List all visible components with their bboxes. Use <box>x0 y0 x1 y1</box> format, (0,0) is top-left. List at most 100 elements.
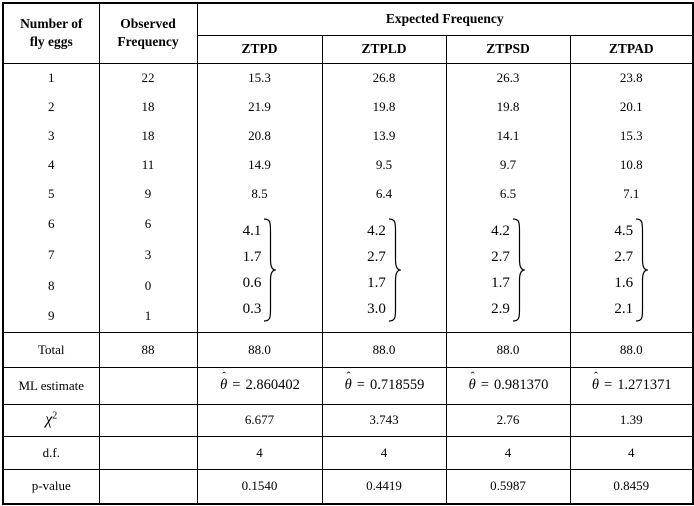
chi-square-symbol: χ2 <box>45 410 58 428</box>
df-ztpad: 4 <box>569 436 693 470</box>
chi-symbol: χ <box>45 411 53 428</box>
df-ztpsd: 4 <box>445 436 570 470</box>
expected-value: 2.7 <box>614 248 634 265</box>
observed-cell: 18 <box>98 121 197 150</box>
header-observed-frequency: Observed Frequency <box>98 3 197 64</box>
chi-square-ztpad: 1.39 <box>569 404 693 437</box>
ml-value: 0.981370 <box>493 377 549 393</box>
p-value-ztpd: 0.1540 <box>196 469 322 504</box>
expected-cell-ztpd: 15.3 <box>196 63 322 92</box>
braced-values: 4.2 2.7 1.7 3.0 <box>367 218 386 322</box>
braced-values: 4.5 2.7 1.6 2.1 <box>614 218 633 322</box>
hat-accent: ˆ <box>346 369 351 383</box>
header-line: Number of <box>20 16 83 32</box>
observed-cell: 0 <box>98 270 197 301</box>
expected-group-ztpld: 4.2 2.7 1.7 3.0 <box>321 208 446 332</box>
header-ztpd: ZTPD <box>196 35 322 64</box>
expected-cell-ztpld: 19.8 <box>321 92 446 121</box>
expected-cell-ztpd: 20.8 <box>196 121 322 150</box>
expected-cell-ztpld: 26.8 <box>321 63 446 92</box>
observed-cell: 18 <box>98 92 197 121</box>
braced-value-group: 4.1 1.7 0.6 0.3 <box>198 218 322 322</box>
p-value-ztpad: 0.8459 <box>569 469 693 504</box>
observed-cell: 3 <box>98 239 197 270</box>
egg-count-cell: 1 <box>2 63 99 92</box>
expected-value: 1.7 <box>242 248 262 265</box>
data-row-3: 3 18 20.8 13.9 14.1 15.3 <box>2 121 693 150</box>
expected-cell-ztpsd: 9.7 <box>445 150 570 179</box>
total-ztpd: 88.0 <box>196 331 322 368</box>
ml-estimate-observed-empty <box>98 367 197 405</box>
chi-square-row: χ2 6.677 3.743 2.76 1.39 <box>2 404 693 437</box>
ml-estimate-row: ML estimate ˆ θ = 2.860402 ˆ θ = 0.718559 ˆ θ = 0… <box>2 367 693 405</box>
header-ztpld: ZTPLD <box>321 35 446 64</box>
right-brace-icon <box>388 218 401 322</box>
expected-value: 0.6 <box>242 274 262 291</box>
chi-superscript: 2 <box>52 410 58 422</box>
braced-value-group: 4.2 2.7 1.7 2.9 <box>447 218 570 322</box>
egg-count-cell: 5 <box>2 179 99 208</box>
expected-cell-ztpsd: 14.1 <box>445 121 570 150</box>
theta-symbol: θ <box>468 377 476 393</box>
total-ztpld: 88.0 <box>321 331 446 368</box>
ml-estimate-ztpad: ˆ θ = 1.271371 <box>569 367 693 405</box>
equals-sign: = <box>604 377 613 393</box>
total-ztpsd: 88.0 <box>445 331 570 368</box>
egg-count-cell: 2 <box>2 92 99 121</box>
data-row-5: 5 9 8.5 6.4 6.5 7.1 <box>2 179 693 208</box>
egg-count-cell: 8 <box>2 270 99 301</box>
df-observed-empty <box>98 436 197 470</box>
braced-value-group: 4.2 2.7 1.7 3.0 <box>323 218 446 322</box>
expected-group-ztpsd: 4.2 2.7 1.7 2.9 <box>445 208 570 332</box>
expected-cell-ztpad: 7.1 <box>569 179 693 208</box>
theta-hat-equation: ˆ θ = 0.981370 <box>468 370 549 394</box>
p-value-label: p-value <box>2 469 99 504</box>
observed-cell: 22 <box>98 63 197 92</box>
right-brace-icon <box>636 218 649 322</box>
chi-square-label: χ2 <box>2 404 99 437</box>
expected-value: 2.7 <box>491 248 510 265</box>
total-row: Total 88 88.0 88.0 88.0 88.0 <box>2 331 693 368</box>
total-observed: 88 <box>98 331 197 368</box>
expected-cell-ztpld: 9.5 <box>321 150 446 179</box>
p-value-row: p-value 0.1540 0.4419 0.5987 0.8459 <box>2 469 693 504</box>
header-ztpad: ZTPAD <box>569 35 693 64</box>
expected-cell-ztpld: 13.9 <box>321 121 446 150</box>
egg-count-cell: 7 <box>2 239 99 270</box>
header-line: Frequency <box>117 34 179 50</box>
header-ztpsd: ZTPSD <box>445 35 570 64</box>
braced-values: 4.1 1.7 0.6 0.3 <box>243 218 262 322</box>
theta-hat-equation: ˆ θ = 0.718559 <box>344 370 425 394</box>
expected-value: 1.7 <box>491 274 510 291</box>
data-row-8: 8 0 <box>2 270 693 301</box>
hat-accent: ˆ <box>593 369 598 383</box>
chi-square-ztpsd: 2.76 <box>445 404 570 437</box>
theta-symbol: θ <box>344 377 352 393</box>
p-value-ztpsd: 0.5987 <box>445 469 570 504</box>
hat-accent: ˆ <box>470 369 475 383</box>
expected-cell-ztpad: 20.1 <box>569 92 693 121</box>
data-row-7: 7 3 <box>2 239 693 270</box>
data-row-2: 2 18 21.9 19.8 19.8 20.1 <box>2 92 693 121</box>
expected-cell-ztpd: 21.9 <box>196 92 322 121</box>
data-row-4: 4 11 14.9 9.5 9.7 10.8 <box>2 150 693 179</box>
expected-cell-ztpsd: 26.3 <box>445 63 570 92</box>
expected-value: 4.1 <box>242 222 262 239</box>
egg-count-cell: 4 <box>2 150 99 179</box>
expected-value: 2.1 <box>614 300 634 317</box>
data-row-6: 6 6 4.1 1.7 0.6 0.3 4.2 2.7 1.7 3.0 <box>2 208 693 332</box>
expected-value: 0.3 <box>242 300 262 317</box>
ml-estimate-ztpd: ˆ θ = 2.860402 <box>196 367 322 405</box>
expected-cell-ztpd: 8.5 <box>196 179 322 208</box>
egg-count-cell: 6 <box>2 208 99 239</box>
expected-value: 4.5 <box>614 222 634 239</box>
expected-cell-ztpad: 15.3 <box>569 121 693 150</box>
data-row-9: 9 1 <box>2 301 693 332</box>
df-row: d.f. 4 4 4 4 <box>2 436 693 470</box>
expected-cell-ztpad: 10.8 <box>569 150 693 179</box>
right-brace-icon <box>512 218 525 322</box>
